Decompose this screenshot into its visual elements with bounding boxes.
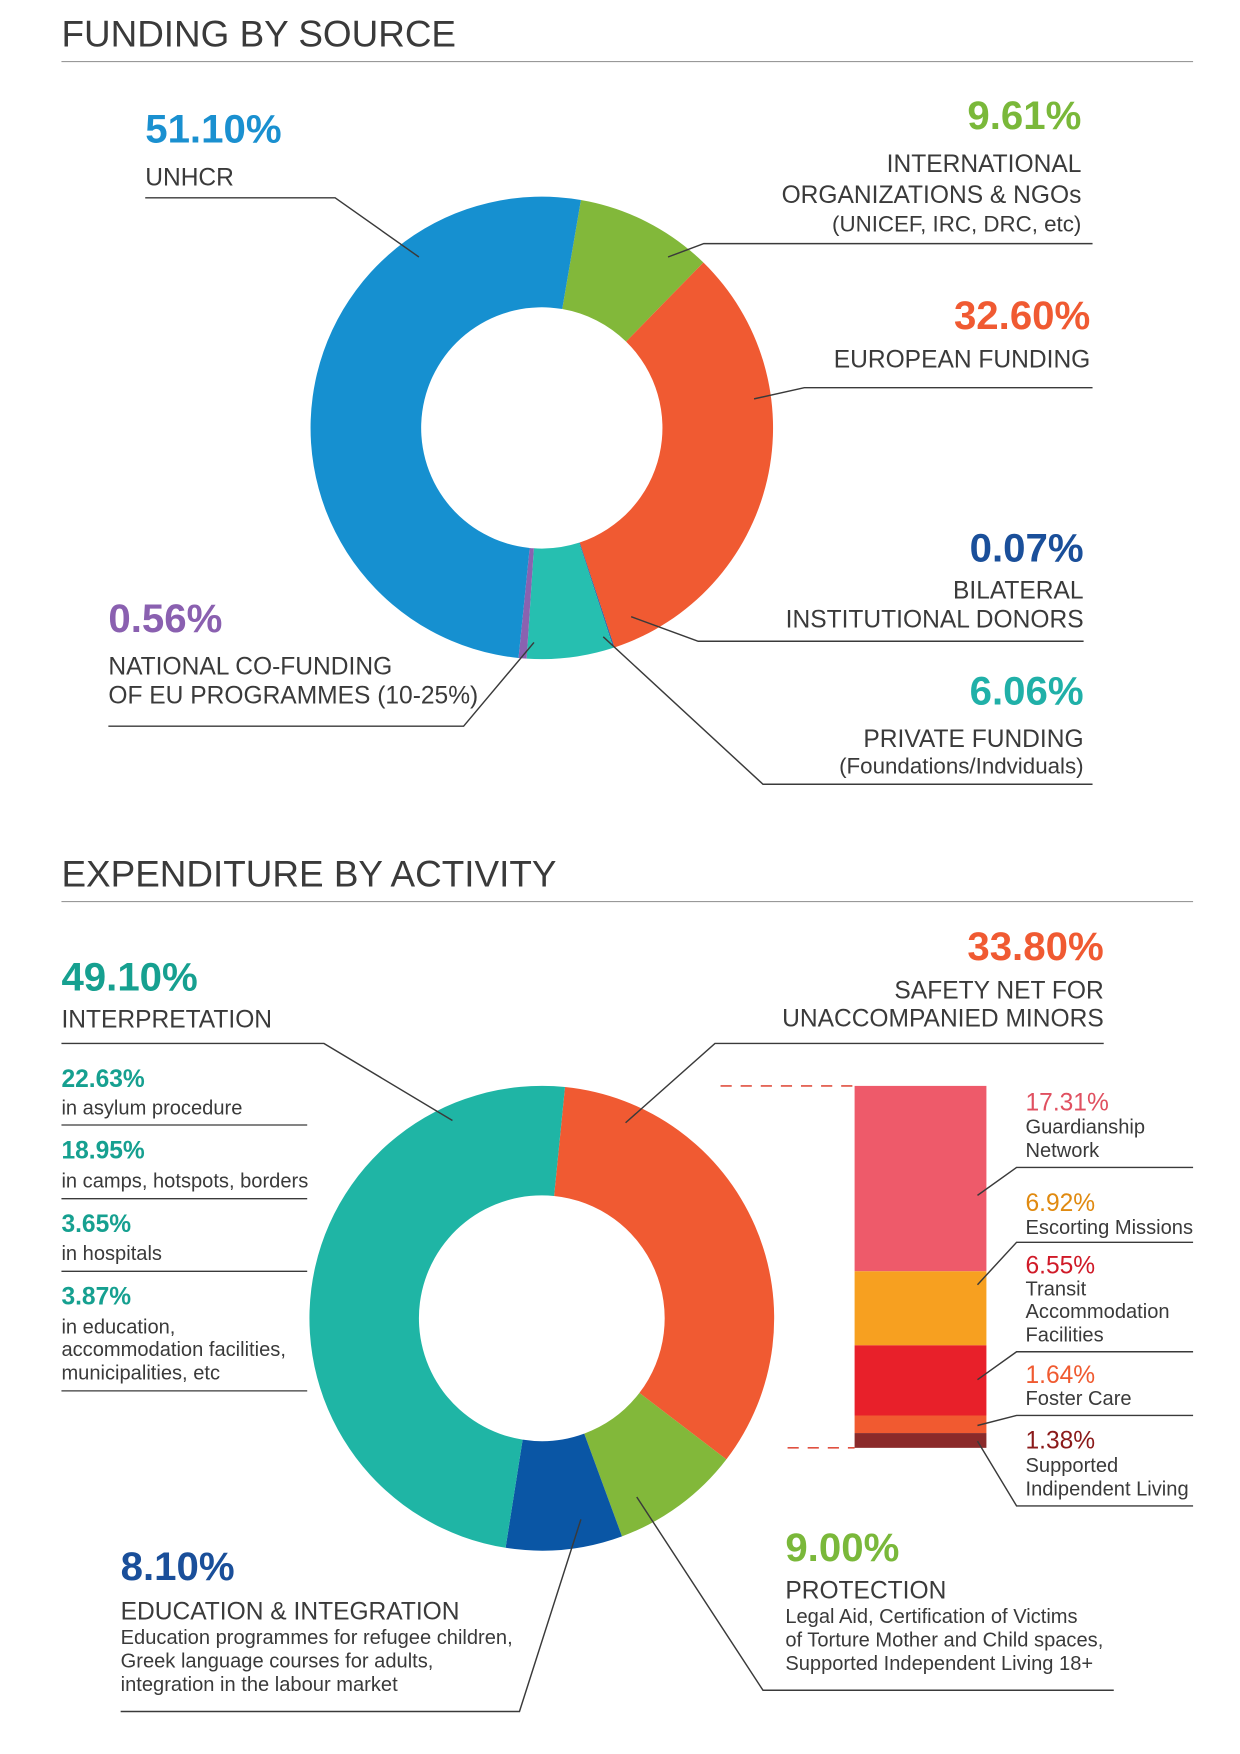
category-label: ORGANIZATIONS & NGOs — [782, 182, 1082, 209]
sub-label: accommodation facilities, — [61, 1339, 285, 1361]
leader-line — [977, 1414, 1194, 1427]
category-label: EUROPEAN FUNDING — [834, 346, 1091, 373]
value-label: 0.56% — [108, 596, 222, 641]
category-label: INTERPRETATION — [61, 1007, 272, 1034]
segment-label: Guardianship — [1026, 1117, 1146, 1139]
sub-label: in education, — [61, 1317, 175, 1339]
section-title: FUNDING BY SOURCE — [61, 14, 456, 55]
donut-segment — [579, 542, 615, 648]
segment-value-label: 1.64% — [1026, 1362, 1096, 1389]
bar-segment — [854, 1085, 987, 1272]
bar-segment — [854, 1415, 987, 1434]
bar-segment — [854, 1271, 987, 1346]
sub-value-label: 3.65% — [61, 1211, 131, 1238]
value-label: 9.61% — [967, 93, 1081, 138]
segment-label: Accommodation — [1026, 1301, 1170, 1323]
sub-value-label: 3.87% — [61, 1284, 131, 1311]
leader-line — [108, 641, 535, 727]
category-note: Supported Independent Living 18+ — [785, 1653, 1093, 1675]
category-label: PROTECTION — [785, 1577, 946, 1604]
leader-line — [976, 1241, 1194, 1286]
segment-value-label: 1.38% — [1026, 1428, 1096, 1455]
donut-segment — [526, 542, 614, 660]
category-label: UNACCOMPANIED MINORS — [782, 1005, 1104, 1032]
category-note: Legal Aid, Certification of Victims — [785, 1606, 1077, 1628]
donut-segment — [562, 200, 704, 342]
category-note: of Torture Mother and Child spaces, — [785, 1629, 1103, 1651]
leader-line — [602, 636, 1093, 786]
category-note: integration in the labour market — [121, 1674, 398, 1696]
sub-label: in camps, hotspots, borders — [61, 1170, 308, 1192]
category-label: INSTITUTIONAL DONORS — [786, 607, 1084, 634]
donut-segment — [554, 1087, 775, 1460]
segment-label: Facilities — [1026, 1324, 1104, 1346]
value-label: 51.10% — [145, 107, 281, 152]
segment-value-label: 6.55% — [1026, 1252, 1096, 1279]
sub-label: municipalities, etc — [61, 1362, 220, 1384]
value-label: 9.00% — [785, 1525, 899, 1570]
sub-label: in hospitals — [61, 1243, 162, 1265]
donut-segment — [584, 1392, 727, 1537]
value-label: 32.60% — [954, 293, 1090, 338]
leader-line — [636, 1496, 1114, 1691]
sub-value-label: 18.95% — [61, 1137, 144, 1164]
segment-label: Transit — [1026, 1279, 1087, 1301]
category-note: (Foundations/Indviduals) — [839, 753, 1084, 778]
category-label: PRIVATE FUNDING — [863, 726, 1083, 753]
category-label: UNHCR — [145, 164, 234, 191]
segment-label: Supported — [1026, 1455, 1119, 1477]
leader-line — [120, 1519, 582, 1713]
category-label: OF EU PROGRAMMES (10-25%) — [108, 683, 478, 710]
category-label: BILATERAL — [953, 578, 1084, 605]
category-label: SAFETY NET FOR — [894, 978, 1103, 1005]
value-label: 49.10% — [61, 954, 197, 999]
donut-segment — [310, 196, 581, 658]
leader-line — [61, 1042, 453, 1122]
value-label: 33.80% — [967, 924, 1103, 969]
bar-segment — [854, 1345, 987, 1416]
category-note: Education programmes for refugee childre… — [121, 1627, 513, 1649]
value-label: 0.07% — [970, 525, 1084, 570]
donut-segment — [505, 1433, 622, 1551]
category-note: (UNICEF, IRC, DRC, etc) — [832, 212, 1081, 237]
donut-segment — [518, 547, 534, 659]
leader-line — [145, 197, 420, 258]
leader-line — [976, 1440, 1194, 1507]
category-label: EDUCATION & INTEGRATION — [121, 1599, 460, 1626]
leader-line — [667, 242, 1093, 258]
category-label: INTERNATIONAL — [887, 151, 1082, 178]
donut-segment — [309, 1085, 565, 1548]
leader-line — [625, 1042, 1104, 1124]
segment-label: Network — [1026, 1140, 1101, 1162]
segment-label: Foster Care — [1026, 1388, 1132, 1410]
leader-line — [977, 1351, 1194, 1381]
donut-segment — [579, 262, 774, 648]
segment-label: Indipendent Living — [1026, 1479, 1189, 1501]
leader-line — [753, 386, 1093, 400]
value-label: 8.10% — [121, 1544, 235, 1589]
category-label: NATIONAL CO-FUNDING — [108, 654, 392, 681]
sub-value-label: 22.63% — [61, 1066, 144, 1093]
leader-line — [630, 616, 1084, 643]
segment-value-label: 6.92% — [1026, 1190, 1096, 1217]
section-title: EXPENDITURE BY ACTIVITY — [61, 854, 556, 895]
leader-line — [977, 1166, 1194, 1196]
segment-label: Escorting Missions — [1026, 1217, 1194, 1239]
sub-label: in asylum procedure — [61, 1098, 242, 1120]
segment-value-label: 17.31% — [1026, 1089, 1109, 1116]
bar-segment — [854, 1433, 987, 1448]
value-label: 6.06% — [970, 668, 1084, 713]
category-note: Greek language courses for adults, — [121, 1651, 434, 1673]
